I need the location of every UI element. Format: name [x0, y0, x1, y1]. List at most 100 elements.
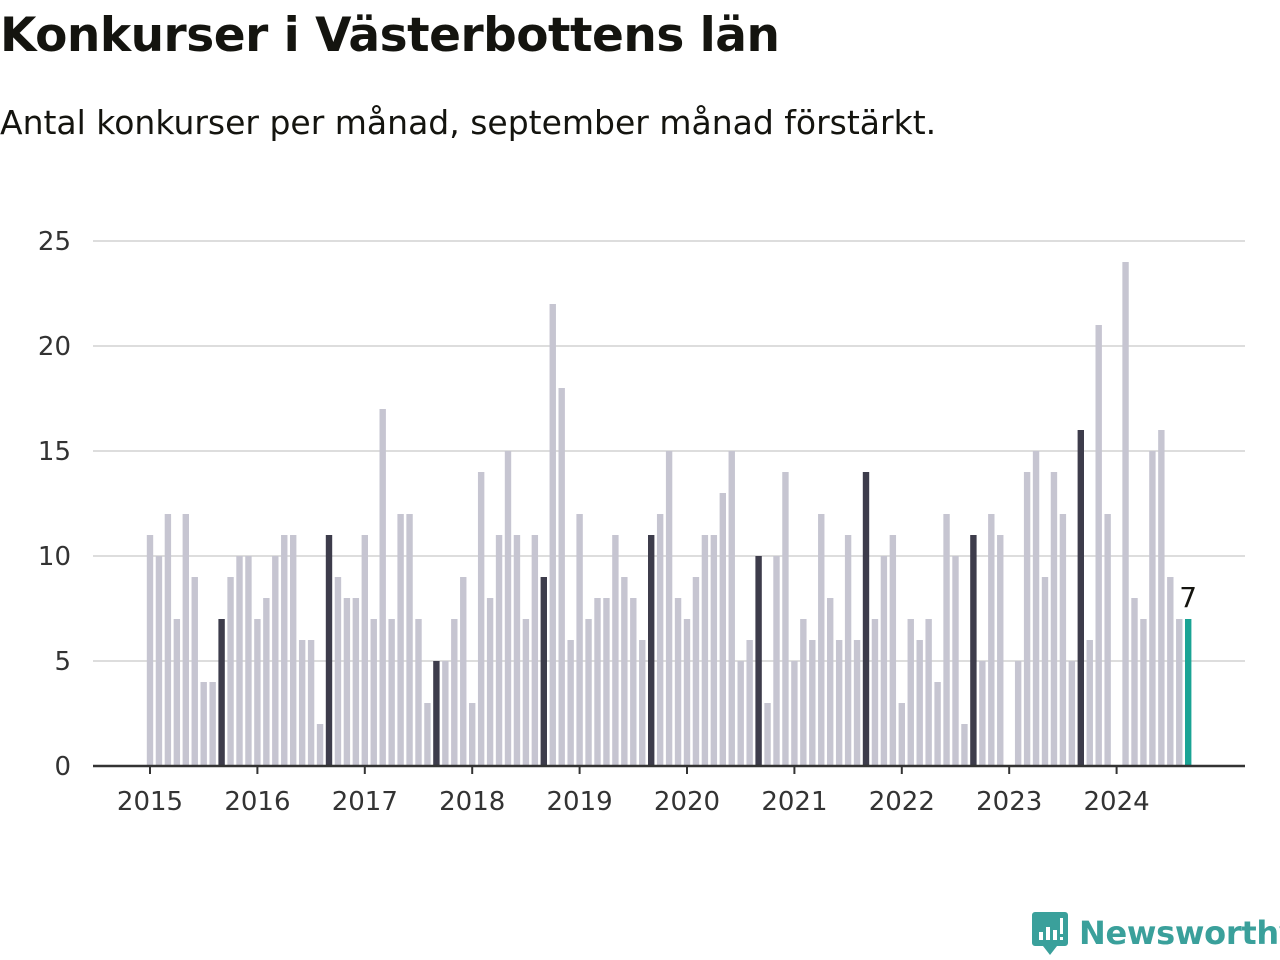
bar — [943, 514, 950, 766]
bar — [290, 535, 297, 766]
bar — [1104, 514, 1111, 766]
bar — [818, 514, 825, 766]
bar — [585, 619, 592, 766]
bar — [809, 640, 816, 766]
bar — [594, 598, 601, 766]
bar — [737, 661, 744, 766]
y-tick-label: 10 — [38, 542, 71, 572]
bar — [862, 472, 870, 766]
x-tick-label: 2016 — [224, 787, 290, 817]
bar — [782, 472, 789, 766]
bar — [710, 535, 718, 766]
bar — [961, 724, 968, 766]
bar — [844, 535, 852, 766]
bar — [531, 535, 539, 766]
bar — [245, 556, 252, 766]
bar — [451, 619, 458, 766]
bar — [692, 577, 700, 766]
bar — [907, 619, 914, 766]
y-tick-label: 5 — [54, 647, 71, 677]
bar — [656, 514, 664, 766]
bar — [263, 598, 270, 766]
bar — [648, 535, 655, 766]
bar — [1122, 262, 1129, 766]
bar — [630, 598, 637, 766]
bar — [800, 619, 807, 766]
bar — [952, 556, 959, 766]
bar — [1149, 451, 1156, 766]
bar — [272, 556, 279, 766]
bar — [916, 640, 923, 766]
bar — [227, 577, 234, 766]
bar — [603, 598, 610, 766]
bar — [406, 514, 413, 766]
bar — [1140, 619, 1147, 766]
bar — [486, 598, 494, 766]
x-tick-label: 2019 — [547, 787, 613, 817]
bar — [334, 577, 342, 766]
bars — [146, 262, 1192, 766]
bar — [361, 535, 368, 766]
bar — [200, 682, 207, 766]
bar — [513, 535, 521, 766]
bar — [674, 598, 682, 766]
bar — [540, 577, 547, 766]
bar — [728, 451, 735, 766]
x-tick-label: 2021 — [761, 787, 827, 817]
chart-title: Konkurser i Västerbottens län — [0, 8, 780, 63]
bar — [898, 703, 905, 766]
bar — [298, 640, 306, 766]
bar — [254, 619, 261, 766]
axes — [93, 764, 1245, 774]
x-tick-label: 2023 — [976, 787, 1042, 817]
bar — [146, 535, 154, 766]
bar — [701, 535, 709, 766]
bar — [442, 661, 449, 766]
x-tick-label: 2020 — [654, 787, 720, 817]
bar — [1077, 430, 1084, 766]
newsworthy-logo-icon — [1032, 912, 1068, 955]
bar — [773, 556, 780, 766]
bar — [388, 619, 395, 766]
bar — [1158, 430, 1165, 766]
bar — [397, 514, 404, 766]
bar — [325, 535, 333, 766]
bar — [1050, 472, 1058, 766]
bar — [522, 619, 530, 766]
bar — [191, 577, 198, 766]
bar — [1095, 325, 1102, 766]
bar — [352, 598, 360, 766]
bar — [576, 514, 583, 766]
bar — [827, 598, 834, 766]
bar — [1032, 451, 1040, 766]
bar — [477, 472, 485, 766]
bar-chart: 0 5 10 15 20 25 2015 2016 2017 2018 2019 2020 2021 20… — [38, 227, 1245, 817]
bar — [764, 703, 771, 766]
bar — [1086, 640, 1093, 766]
bar — [343, 598, 351, 766]
bar — [504, 451, 512, 766]
x-tick-label: 2017 — [332, 787, 398, 817]
bar — [719, 493, 726, 766]
bar — [612, 535, 619, 766]
y-tick-label: 15 — [38, 437, 71, 467]
bar — [835, 640, 843, 766]
bar — [567, 640, 574, 766]
bar — [460, 577, 467, 766]
bar — [988, 514, 995, 766]
bar — [1185, 619, 1192, 766]
bar — [639, 640, 646, 766]
bar — [218, 619, 225, 766]
bar — [155, 556, 163, 766]
y-tick-label: 0 — [54, 752, 71, 782]
bar — [209, 682, 216, 766]
bar — [880, 556, 888, 766]
bar — [558, 388, 565, 766]
bar — [979, 661, 986, 766]
bar — [853, 640, 861, 766]
bar — [549, 304, 556, 766]
bar — [871, 619, 879, 766]
chart-subtitle: Antal konkurser per månad, september mån… — [0, 103, 937, 142]
bar — [746, 640, 753, 766]
bar — [379, 409, 386, 766]
